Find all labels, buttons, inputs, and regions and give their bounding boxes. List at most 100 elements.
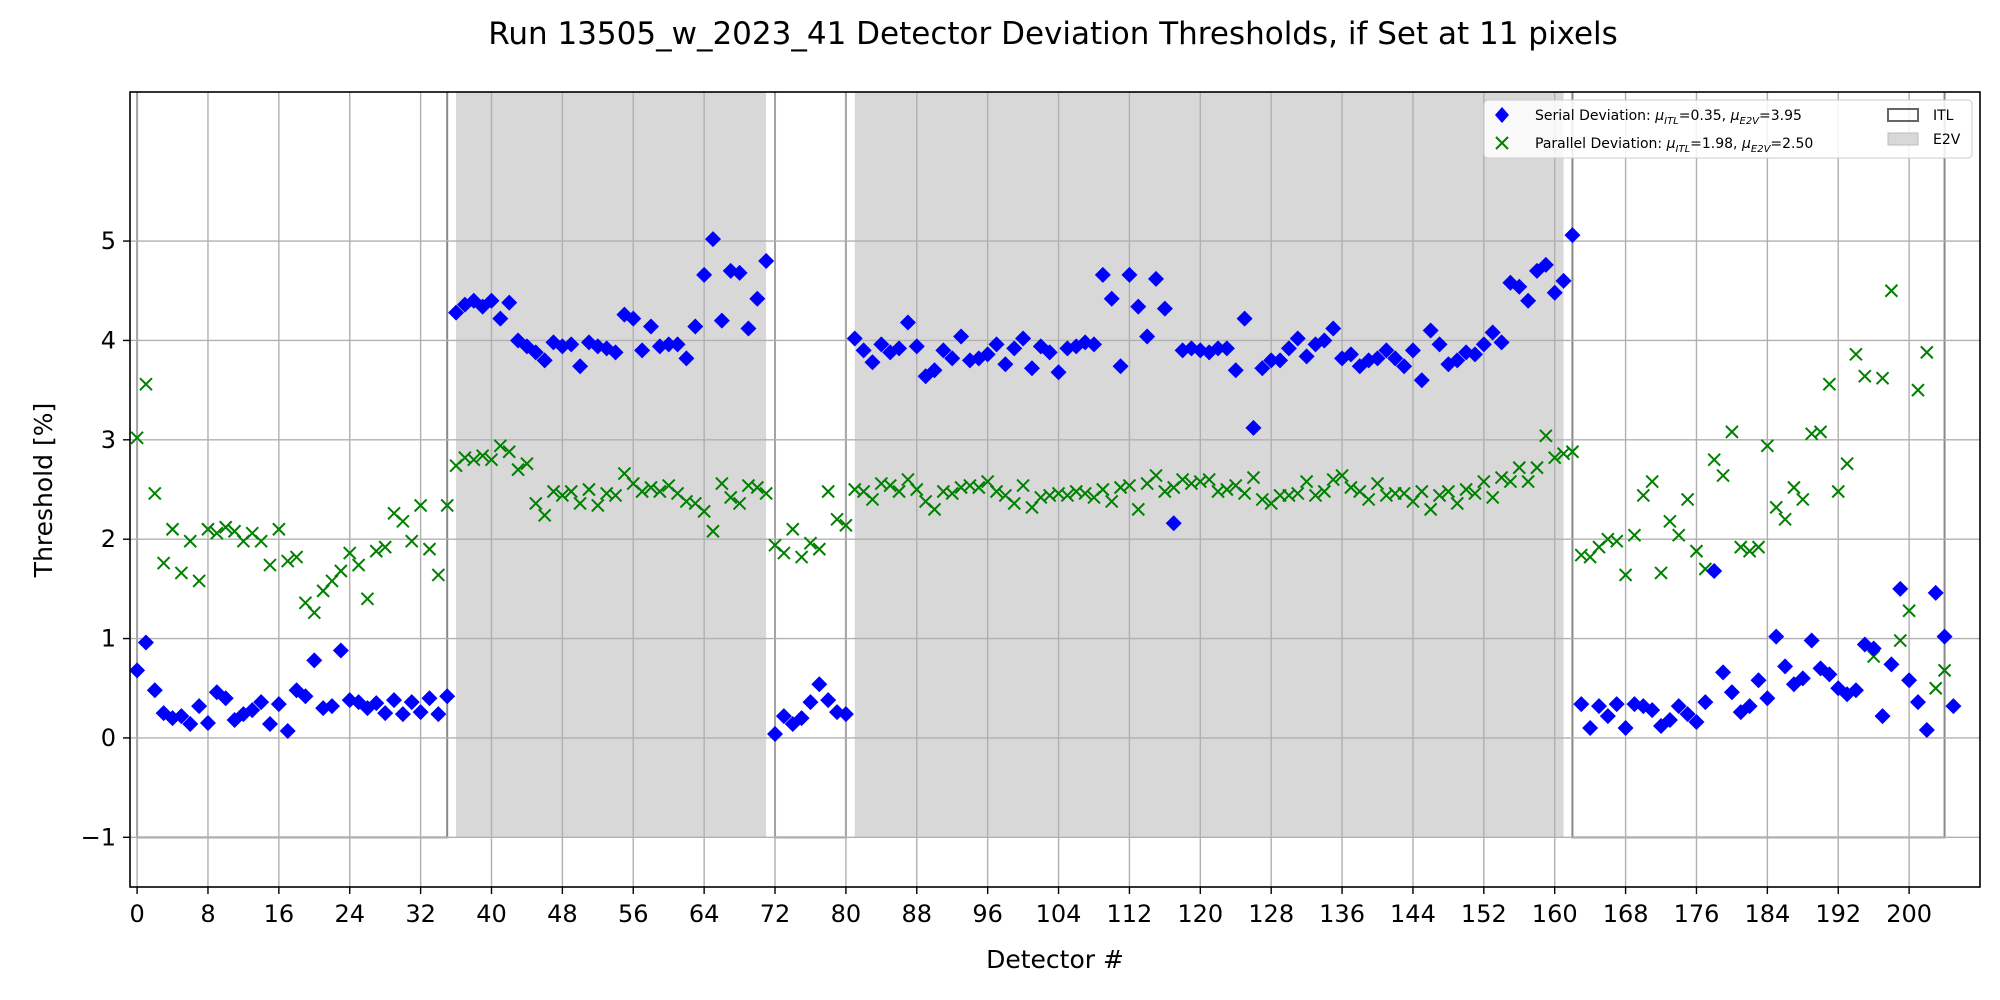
parallel-point: [1326, 472, 1340, 487]
serial-point: [1466, 346, 1483, 363]
serial-point: [1112, 358, 1129, 375]
parallel-point: [1751, 540, 1766, 554]
serial-point: [1644, 702, 1661, 719]
serial-point: [864, 354, 881, 371]
x-tick-label: 40: [476, 900, 507, 928]
parallel-point: [1158, 484, 1172, 499]
serial-point: [1608, 696, 1625, 713]
serial-point: [1883, 656, 1900, 673]
itl-region-0: [136, 92, 449, 839]
parallel-point: [724, 490, 738, 505]
serial-point: [377, 705, 394, 722]
x-tick-label: 16: [264, 900, 295, 928]
parallel-point: [635, 484, 649, 499]
parallel-point: [1858, 369, 1872, 383]
serial-point: [1404, 342, 1421, 359]
parallel-point: [343, 546, 357, 560]
parallel-point: [1769, 500, 1783, 515]
parallel-point: [1220, 482, 1234, 497]
parallel-point: [1680, 492, 1695, 507]
parallel-point: [1778, 512, 1792, 527]
x-tick-label: 0: [129, 900, 144, 928]
serial-point: [634, 342, 651, 359]
parallel-point: [1370, 476, 1385, 491]
parallel-point: [972, 480, 986, 495]
parallel-point: [1530, 460, 1544, 475]
x-tick-label: 144: [1390, 900, 1436, 928]
x-axis-ticks: 0 8 16 24 32 40 48 56 64 72 80 88 96 104 112 120 128 136 1…: [129, 887, 1932, 928]
parallel-point: [1734, 540, 1748, 554]
serial-point: [1015, 330, 1032, 347]
x-tick-label: 80: [831, 900, 862, 928]
serial-point: [412, 704, 429, 721]
serial-point: [1396, 358, 1413, 375]
parallel-point: [493, 439, 508, 453]
parallel-point: [786, 522, 800, 536]
serial-point: [1475, 336, 1492, 353]
parallel-point: [1441, 484, 1456, 499]
x-tick-label: 192: [1815, 900, 1861, 928]
parallel-point: [1175, 472, 1190, 487]
parallel-point: [1078, 486, 1092, 501]
serial-point: [1130, 298, 1147, 315]
parallel-point: [1512, 460, 1526, 475]
serial-point: [1847, 682, 1864, 699]
parallel-point: [484, 452, 499, 467]
serial-point: [1511, 278, 1528, 295]
parallel-point: [1663, 514, 1677, 529]
e2v-region-1: [456, 92, 767, 838]
serial-point: [1661, 712, 1678, 729]
serial-point: [1723, 684, 1740, 701]
serial-point: [527, 344, 544, 361]
x-tick-label: 136: [1319, 900, 1365, 928]
parallel-point: [1202, 472, 1216, 487]
parallel-point: [1672, 528, 1686, 542]
serial-point: [1573, 696, 1590, 713]
parallel-point: [1423, 502, 1438, 517]
parallel-point: [1521, 474, 1535, 489]
serial-point: [1520, 292, 1537, 309]
serial-point: [1591, 698, 1608, 715]
serial-point: [386, 692, 403, 709]
parallel-point: [1122, 478, 1137, 493]
serial-point: [740, 320, 757, 337]
serial-point: [660, 336, 677, 353]
serial-point: [1874, 708, 1891, 725]
parallel-point: [715, 476, 729, 491]
serial-point: [217, 690, 234, 707]
parallel-point: [1840, 456, 1854, 471]
serial-point: [1697, 694, 1714, 711]
parallel-point: [289, 550, 304, 564]
x-tick-label: 184: [1744, 900, 1790, 928]
serial-point: [1918, 721, 1935, 738]
parallel-point: [192, 574, 206, 588]
x-axis-label: Detector #: [986, 945, 1124, 974]
serial-point: [820, 692, 837, 709]
legend-itl-swatch: [1887, 108, 1919, 122]
y-tick-label: 1: [101, 625, 116, 653]
parallel-point: [502, 445, 516, 459]
y-axis-ticks: −1 0 1 2 3 4 5: [81, 227, 130, 851]
serial-point: [1378, 342, 1395, 359]
serial-point: [926, 362, 943, 379]
parallel-point: [945, 486, 959, 501]
parallel-point: [1875, 371, 1890, 385]
serial-point: [279, 722, 296, 739]
serial-point: [855, 342, 872, 359]
x-tick-label: 24: [334, 900, 365, 928]
parallel-point: [520, 456, 534, 471]
serial-point: [1023, 360, 1040, 377]
parallel-point: [440, 498, 454, 513]
parallel-point: [1636, 488, 1651, 503]
parallel-point: [1804, 427, 1819, 441]
parallel-point: [1574, 548, 1589, 562]
x-tick-label: 56: [618, 900, 649, 928]
parallel-point: [1796, 492, 1810, 507]
parallel-point: [591, 498, 605, 513]
serial-point: [253, 694, 270, 711]
serial-point: [1945, 698, 1962, 715]
serial-point: [1715, 664, 1732, 681]
serial-point: [802, 694, 819, 711]
serial-point: [1688, 714, 1705, 731]
